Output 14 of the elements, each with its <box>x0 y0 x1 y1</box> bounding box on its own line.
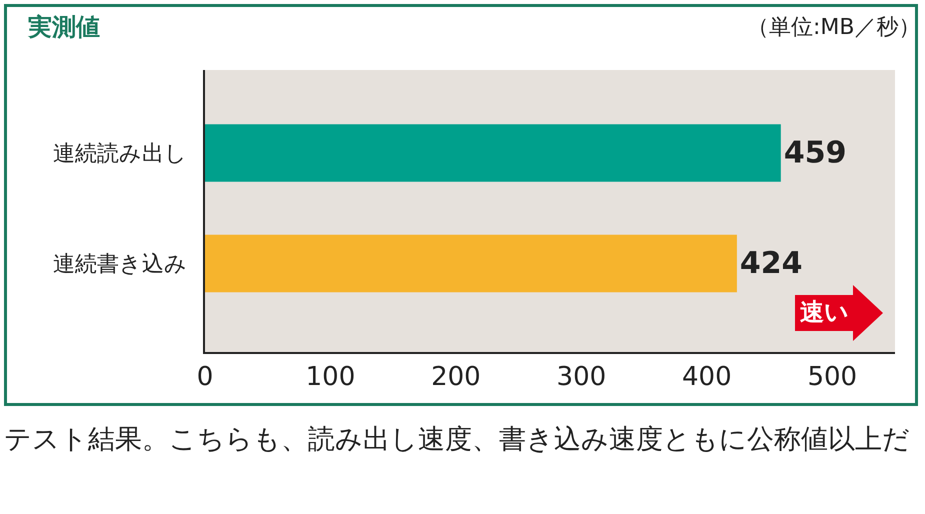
data-label: 424 <box>740 246 803 282</box>
x-tick-label: 400 <box>682 362 732 392</box>
text: （単位:MB／秒） <box>747 15 920 40</box>
data-label: 459 <box>784 135 846 170</box>
y-tick-label: 連続書き込み <box>52 252 187 278</box>
x-tick-label: 0 <box>196 362 214 392</box>
x-tick-label: 100 <box>306 362 356 392</box>
x-tick-label: 500 <box>807 362 858 392</box>
chart-title: 実測値 <box>26 12 100 41</box>
x-tick-label: 300 <box>556 362 606 392</box>
x-tick-label: 200 <box>431 362 481 392</box>
annotation: 速い <box>800 297 849 328</box>
text: テスト結果。こちらも、読み出し速度、書き込み速度ともに公称値以上だ <box>4 423 911 457</box>
y-tick-label: 連続読み出し <box>52 142 187 167</box>
